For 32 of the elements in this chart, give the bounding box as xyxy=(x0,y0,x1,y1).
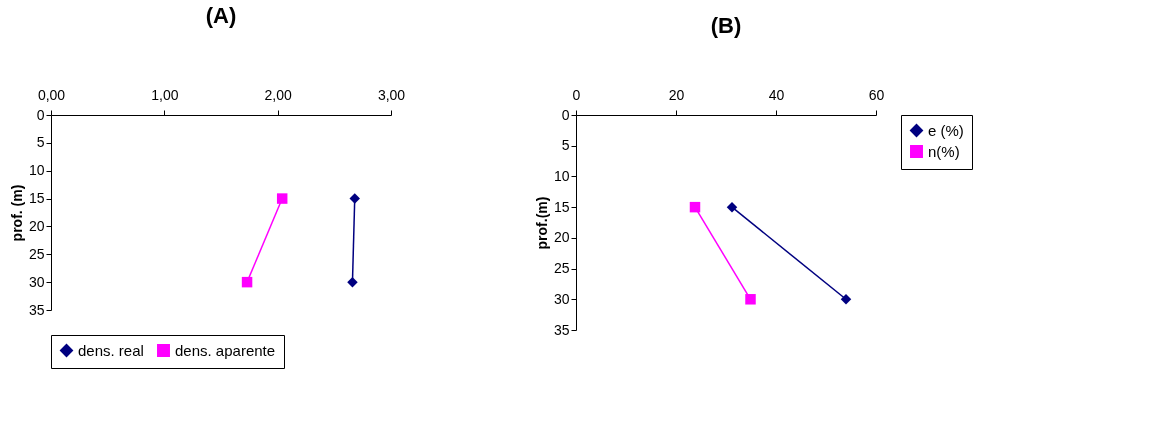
y-tick-label: 30 xyxy=(553,290,570,307)
y-axis-title: prof.(m) xyxy=(533,196,550,250)
chart-title: (B) xyxy=(710,13,742,38)
y-tick-label: 35 xyxy=(553,321,570,338)
x-tick-label: 60 xyxy=(868,86,885,103)
y-tick-label: 15 xyxy=(553,198,570,215)
y-tick-label: 35 xyxy=(28,301,45,318)
y-tick-label: 15 xyxy=(28,190,45,207)
y-axis-title: prof. (m) xyxy=(8,184,25,242)
x-tick-label: 3,00 xyxy=(377,86,406,103)
x-tick-label: 0,00 xyxy=(37,86,66,103)
x-tick-label: 40 xyxy=(768,86,785,103)
x-tick-label: 0 xyxy=(572,86,581,103)
y-tick-label: 30 xyxy=(28,273,45,290)
legend-label: n(%) xyxy=(928,142,960,160)
y-tick-label: 5 xyxy=(36,134,45,151)
y-tick-label: 0 xyxy=(36,106,45,123)
x-tick-label: 2,00 xyxy=(264,86,292,103)
legend-label: dens. real xyxy=(78,341,144,359)
legend-label: e (%) xyxy=(928,121,964,139)
chart-title: (A) xyxy=(205,3,237,28)
y-tick-label: 10 xyxy=(28,162,45,179)
y-tick-label: 25 xyxy=(28,245,45,262)
y-tick-label: 20 xyxy=(28,217,45,234)
y-tick-label: 10 xyxy=(553,167,570,184)
legend-label: dens. aparente xyxy=(175,341,276,359)
y-tick-label: 25 xyxy=(553,260,570,277)
y-tick-label: 20 xyxy=(553,229,570,246)
x-tick-label: 20 xyxy=(668,86,685,103)
y-tick-label: 0 xyxy=(561,106,570,123)
x-tick-label: 1,00 xyxy=(151,86,179,103)
y-tick-label: 5 xyxy=(561,137,570,154)
